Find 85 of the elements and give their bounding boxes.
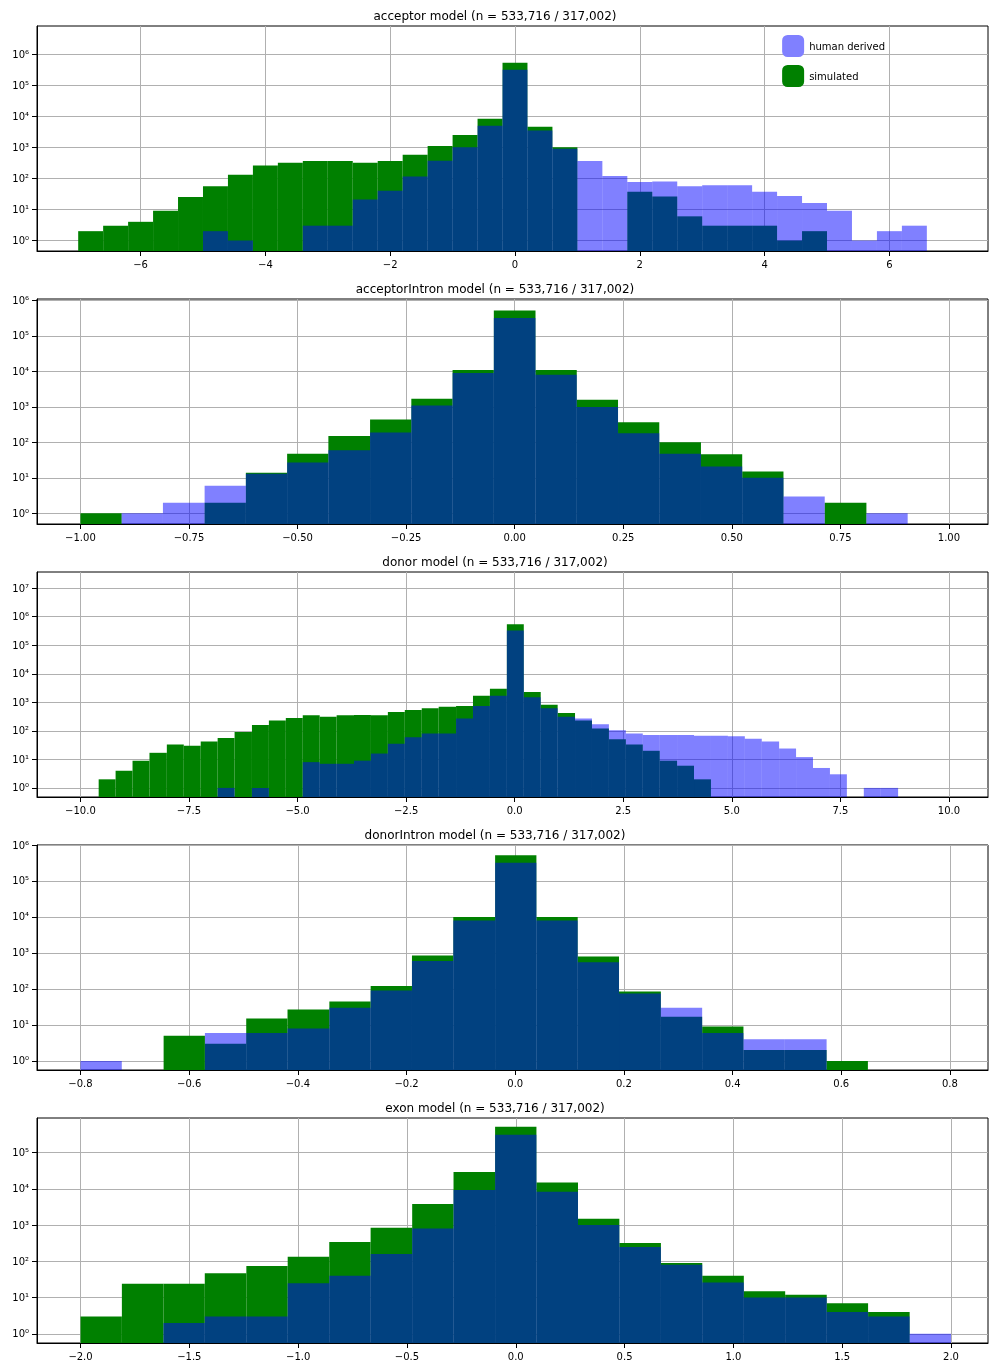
y-tick-label: 10² [12, 172, 29, 184]
x-tick-label: −0.6 [177, 1077, 202, 1089]
x-tick-label: −0.75 [173, 531, 205, 543]
y-tick-label: 10⁰ [12, 1055, 29, 1067]
y-tick-label: 10³ [12, 696, 29, 708]
y-tick-label: 10² [12, 436, 29, 448]
x-tick-label: 1.0 [725, 1350, 742, 1362]
y-tick-label: 10⁴ [12, 1183, 29, 1195]
y-tick-label: 10³ [12, 141, 29, 153]
y-tick-label: 10⁵ [12, 79, 29, 91]
x-tick-label: −1.00 [65, 531, 96, 543]
y-tick-label: 10⁵ [12, 875, 29, 887]
chart-title: acceptorIntron model (n = 533,716 / 317,002) [355, 282, 635, 296]
chart-title: acceptor model (n = 533,716 / 317,002) [373, 9, 617, 23]
chart-title: donorIntron model (n = 533,716 / 317,002) [364, 828, 626, 842]
x-tick-label: −4 [258, 258, 273, 270]
x-tick-label: −10.0 [65, 804, 96, 816]
x-tick-label: 0.2 [615, 1077, 632, 1089]
y-tick-label: 10⁶ [12, 611, 29, 623]
x-tick-label: −0.8 [68, 1077, 93, 1089]
x-tick-label: 0.75 [829, 531, 852, 543]
legend-label: human derived [809, 40, 886, 52]
x-tick-label: 0 [511, 258, 519, 270]
y-tick-label: 10³ [12, 947, 29, 959]
x-tick-label: −0.50 [282, 531, 313, 543]
chart-title: donor model (n = 533,716 / 317,002) [382, 555, 608, 569]
x-tick-label: −1.5 [177, 1350, 202, 1362]
y-tick-label: 10⁵ [12, 639, 29, 651]
x-tick-label: −2.5 [393, 804, 419, 816]
x-tick-label: 0.4 [724, 1077, 741, 1089]
x-tick-label: 0.00 [503, 531, 526, 543]
x-tick-label: 0.25 [612, 531, 635, 543]
x-tick-label: 2.5 [615, 804, 632, 816]
x-tick-label: 1.5 [834, 1350, 851, 1362]
x-tick-label: 0.0 [507, 1350, 524, 1362]
y-tick-label: 10⁵ [12, 1147, 29, 1159]
y-tick-label: 10¹ [12, 1292, 29, 1304]
x-tick-label: 2.0 [943, 1350, 959, 1362]
x-tick-label: 7.5 [832, 804, 849, 816]
y-tick-label: 10¹ [12, 753, 29, 765]
x-tick-label: −2.0 [68, 1350, 93, 1362]
x-tick-label: 0.8 [942, 1077, 958, 1089]
y-tick-label: 10¹ [12, 472, 29, 484]
x-tick-label: 5.0 [723, 804, 740, 816]
y-tick-label: 10⁰ [12, 235, 29, 247]
x-tick-label: 4 [761, 258, 768, 270]
x-tick-label: 0.0 [507, 1077, 524, 1089]
y-tick-label: 10³ [12, 1219, 29, 1231]
x-tick-label: −1.0 [286, 1350, 311, 1362]
x-tick-label: 1.00 [937, 531, 961, 543]
y-tick-label: 10⁴ [12, 911, 29, 923]
y-tick-label: 10¹ [12, 1019, 29, 1031]
x-tick-label: 10.0 [937, 804, 961, 816]
x-tick-label: −0.5 [394, 1350, 420, 1362]
y-tick-label: 10⁶ [12, 294, 29, 306]
x-tick-label: 0.6 [833, 1077, 850, 1089]
legend-label: simulated [809, 70, 859, 82]
y-tick-label: 10⁰ [12, 507, 29, 519]
x-tick-label: 0.5 [616, 1350, 633, 1362]
y-tick-label: 10⁴ [12, 365, 29, 377]
x-tick-label: 2 [636, 258, 643, 270]
y-tick-label: 10⁴ [12, 110, 29, 122]
y-tick-label: 10⁰ [12, 1328, 29, 1340]
x-tick-label: −6 [133, 258, 148, 270]
x-tick-label: 0.50 [720, 531, 743, 543]
x-tick-label: 6 [886, 258, 893, 270]
y-tick-label: 10³ [12, 401, 29, 413]
y-tick-label: 10⁴ [12, 668, 29, 680]
y-tick-label: 10¹ [12, 203, 29, 215]
x-tick-label: 0.0 [506, 804, 523, 816]
x-tick-label: −5.0 [285, 804, 310, 816]
x-tick-label: −0.25 [390, 531, 422, 543]
chart-title: exon model (n = 533,716 / 317,002) [385, 1101, 605, 1115]
x-tick-label: −0.4 [285, 1077, 310, 1089]
y-tick-label: 10² [12, 983, 29, 995]
y-tick-label: 10⁷ [12, 582, 29, 594]
y-tick-label: 10⁰ [12, 782, 29, 794]
x-tick-label: −2 [382, 258, 398, 270]
x-tick-label: −7.5 [176, 804, 202, 816]
y-tick-label: 10⁵ [12, 330, 29, 342]
y-tick-label: 10² [12, 725, 29, 737]
x-tick-label: −0.2 [394, 1077, 419, 1089]
y-tick-label: 10⁶ [12, 839, 29, 851]
y-tick-label: 10⁶ [12, 48, 29, 60]
y-tick-label: 10² [12, 1255, 29, 1267]
